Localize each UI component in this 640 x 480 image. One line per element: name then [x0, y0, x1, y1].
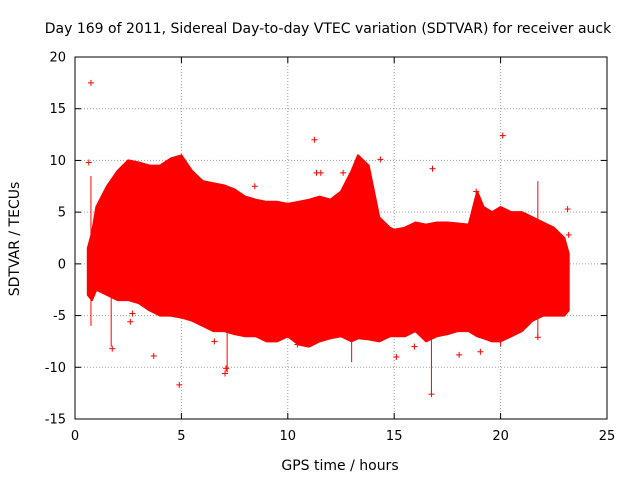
data-point	[456, 351, 463, 358]
data-point	[377, 156, 384, 163]
y-tick-label: 20	[49, 51, 66, 66]
data-point	[534, 334, 541, 341]
data-point	[211, 338, 218, 345]
data-point	[499, 132, 506, 139]
chart-title: Day 169 of 2011, Sidereal Day-to-day VTE…	[45, 21, 612, 37]
x-tick-label: 15	[386, 429, 403, 444]
plot-frame	[74, 56, 608, 420]
x-tick-label: 5	[177, 429, 185, 444]
y-axis-label: SDTVAR / TECUs	[7, 182, 23, 297]
data-point	[361, 162, 368, 169]
data-point	[564, 206, 571, 213]
x-tick-label: 20	[492, 429, 509, 444]
data-layer	[85, 79, 572, 398]
data-point	[251, 183, 258, 190]
data-point	[222, 370, 229, 377]
data-point	[150, 352, 157, 359]
y-tick-label: -5	[53, 309, 66, 324]
data-point	[428, 391, 435, 398]
y-tick-label: 5	[58, 206, 66, 221]
data-point	[348, 170, 355, 177]
data-point	[393, 353, 400, 360]
data-point	[411, 343, 418, 350]
data-point	[317, 169, 324, 176]
y-tick-label: 15	[49, 102, 66, 117]
data-point	[127, 318, 134, 325]
x-tick-label: 25	[599, 429, 616, 444]
y-tick-label: 10	[49, 154, 66, 169]
data-point	[87, 79, 94, 86]
y-tick-label: 0	[58, 257, 66, 272]
data-point	[85, 159, 92, 166]
y-tick-label: -15	[45, 413, 66, 428]
x-tick-label: 10	[280, 429, 297, 444]
data-point	[565, 231, 572, 238]
data-point	[429, 165, 436, 172]
data-point	[473, 188, 480, 195]
x-axis-label: GPS time / hours	[281, 458, 398, 474]
data-point	[294, 341, 301, 348]
data-point	[176, 381, 183, 388]
x-tick-label: 0	[71, 429, 79, 444]
data-point	[129, 310, 136, 317]
data-point	[340, 169, 347, 176]
data-point	[477, 348, 484, 355]
data-envelope	[86, 154, 570, 348]
y-tick-label: -10	[45, 361, 66, 376]
data-point	[109, 345, 116, 352]
data-point	[311, 136, 318, 143]
data-point	[223, 365, 230, 372]
